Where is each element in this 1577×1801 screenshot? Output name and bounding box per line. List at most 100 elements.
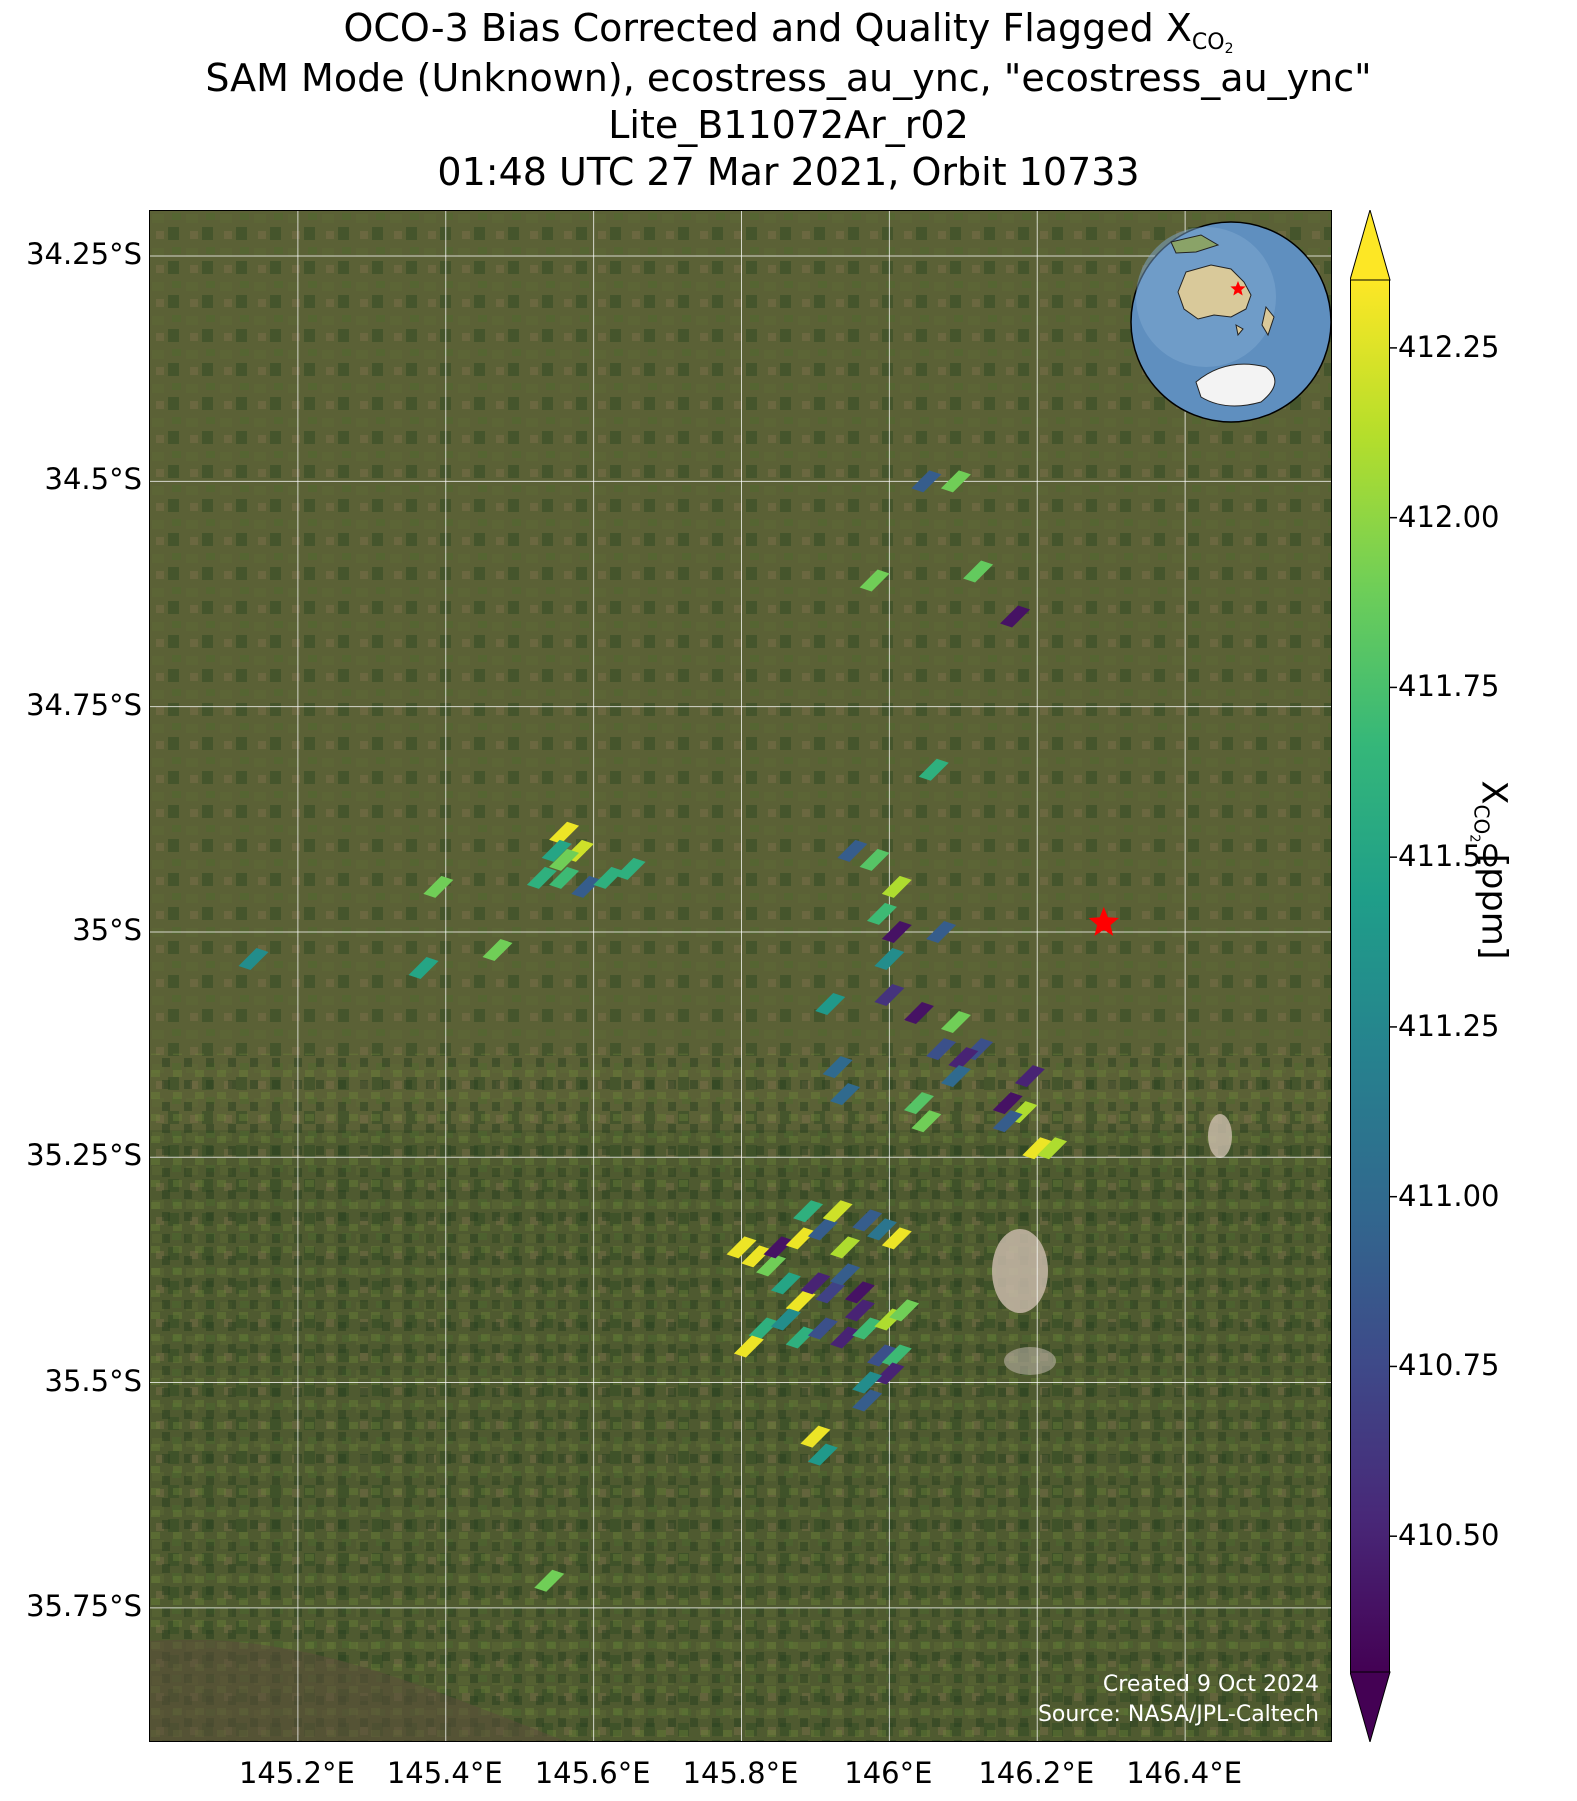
- sounding-footprint: [830, 1326, 861, 1349]
- sounding-footprint: [822, 1200, 853, 1223]
- sounding-footprint: [726, 1236, 757, 1259]
- sounding-footprint: [963, 560, 994, 583]
- colorbar-tick-label: 411.50: [1398, 839, 1500, 874]
- colorbar-tick-label: 411.75: [1398, 669, 1500, 704]
- sounding-footprint: [800, 1272, 831, 1295]
- sounding-footprint: [534, 1569, 565, 1592]
- sounding-footprint: [748, 1317, 779, 1340]
- sounding-footprint: [482, 938, 513, 961]
- satellite-background: [150, 211, 1331, 1741]
- sounding-footprint: [837, 839, 868, 862]
- colorbar-tick-label: 410.50: [1398, 1518, 1500, 1553]
- latitude-tick-label: 34.5°S: [44, 462, 142, 497]
- sounding-footprint: [866, 902, 897, 925]
- sounding-footprint: [874, 984, 905, 1007]
- title-line-1: OCO-3 Bias Corrected and Quality Flagged…: [343, 6, 1234, 57]
- longitude-tick-label: 145.2°E: [238, 1756, 355, 1790]
- sounding-footprint: [1022, 1137, 1053, 1160]
- latitude-tick-label: 35°S: [72, 912, 142, 947]
- latitude-tick-label: 35.25°S: [26, 1138, 142, 1173]
- longitude-tick-label: 146.4°E: [1126, 1756, 1243, 1790]
- sounding-footprint: [541, 839, 572, 862]
- sounding-footprint: [615, 857, 646, 880]
- longitude-tick-label: 145.4°E: [386, 1756, 503, 1790]
- colorbar-label: XCO2 [ppm]: [1466, 780, 1514, 960]
- sounding-footprint: [756, 1254, 787, 1277]
- sounding-footprint: [807, 1317, 838, 1340]
- sounding-footprint: [911, 470, 942, 493]
- sounding-footprint: [859, 848, 890, 871]
- sounding-footprint: [785, 1290, 816, 1313]
- sounding-footprint: [918, 758, 949, 781]
- sounding-footprint: [881, 875, 912, 898]
- latitude-tick-label: 34.25°S: [26, 237, 142, 272]
- map-canvas[interactable]: [150, 211, 1332, 1742]
- sounding-footprint: [408, 956, 439, 979]
- sounding-footprint: [874, 1362, 905, 1385]
- globe-inset-icon: [1130, 221, 1332, 423]
- sounding-footprint: [940, 470, 971, 493]
- colorbar-tick-label: 411.25: [1398, 1008, 1500, 1043]
- sounding-footprint: [593, 866, 624, 889]
- sounding-footprint: [881, 1344, 912, 1367]
- sounding-footprint: [1000, 605, 1031, 628]
- sounding-footprint: [881, 920, 912, 943]
- sounding-footprint: [830, 1236, 861, 1259]
- sounding-footprint: [741, 1245, 772, 1268]
- sounding-footprint: [815, 993, 846, 1016]
- credit-source: Source: NASA/JPL-Caltech: [1037, 1702, 1319, 1727]
- sounding-footprint: [807, 1218, 838, 1241]
- sounding-footprint: [770, 1308, 801, 1331]
- sounding-footprint: [844, 1299, 875, 1322]
- sounding-footprint: [793, 1200, 824, 1223]
- sounding-footprint: [549, 848, 580, 871]
- sounding-footprint: [852, 1317, 883, 1340]
- sounding-footprint: [926, 920, 957, 943]
- colorbar-tick-label: 412.00: [1398, 499, 1500, 534]
- sounding-footprint: [852, 1371, 883, 1394]
- sounding-footprint: [1014, 1065, 1045, 1088]
- sounding-footprint: [859, 569, 890, 592]
- title-line-4: 01:48 UTC 27 Mar 2021, Orbit 10733: [437, 150, 1140, 194]
- latitude-tick-label: 35.75°S: [26, 1588, 142, 1623]
- sounding-footprint: [571, 875, 602, 898]
- sounding-footprint: [874, 947, 905, 970]
- colorbar-tick-label: 411.00: [1398, 1178, 1500, 1213]
- sounding-footprint: [785, 1326, 816, 1349]
- sounding-footprint: [238, 947, 269, 970]
- sounding-footprint: [770, 1272, 801, 1295]
- map-panel[interactable]: Created 9 Oct 2024 Source: NASA/JPL-Calt…: [149, 210, 1332, 1742]
- sounding-footprint: [1037, 1137, 1068, 1160]
- sounding-footprint: [822, 1056, 853, 1079]
- title-line-2: SAM Mode (Unknown), ecostress_au_ync, "e…: [205, 56, 1372, 100]
- title-line-3: Lite_B11072Ar_r02: [608, 103, 969, 147]
- soundings-layer: [238, 470, 1068, 1592]
- credit-created: Created 9 Oct 2024: [1102, 1672, 1319, 1697]
- sounding-footprint: [881, 1227, 912, 1250]
- sounding-footprint: [926, 1038, 957, 1061]
- latitude-tick-label: 35.5°S: [44, 1363, 142, 1398]
- sounding-footprint: [889, 1299, 920, 1322]
- star-icon: [1088, 906, 1119, 936]
- sounding-footprint: [526, 866, 557, 889]
- sounding-footprint: [911, 1110, 942, 1133]
- gridlines: [150, 211, 1331, 1741]
- sounding-footprint: [940, 1065, 971, 1088]
- longitude-tick-label: 145.6°E: [534, 1756, 651, 1790]
- sounding-footprint: [423, 875, 454, 898]
- latitude-tick-label: 34.75°S: [26, 687, 142, 722]
- sounding-footprint: [992, 1110, 1023, 1133]
- sounding-footprint: [903, 1092, 934, 1115]
- sounding-footprint: [800, 1425, 831, 1448]
- sounding-footprint: [830, 1083, 861, 1106]
- target-marker: [1088, 906, 1119, 936]
- sounding-footprint: [733, 1335, 764, 1358]
- longitude-tick-label: 146.2°E: [978, 1756, 1095, 1790]
- sounding-footprint: [844, 1281, 875, 1304]
- sounding-footprint: [948, 1047, 979, 1070]
- sounding-footprint: [815, 1281, 846, 1304]
- sounding-footprint: [992, 1092, 1023, 1115]
- sounding-footprint: [785, 1227, 816, 1250]
- longitude-tick-label: 145.8°E: [682, 1756, 799, 1790]
- colorbar-tick-label: 410.75: [1398, 1348, 1500, 1383]
